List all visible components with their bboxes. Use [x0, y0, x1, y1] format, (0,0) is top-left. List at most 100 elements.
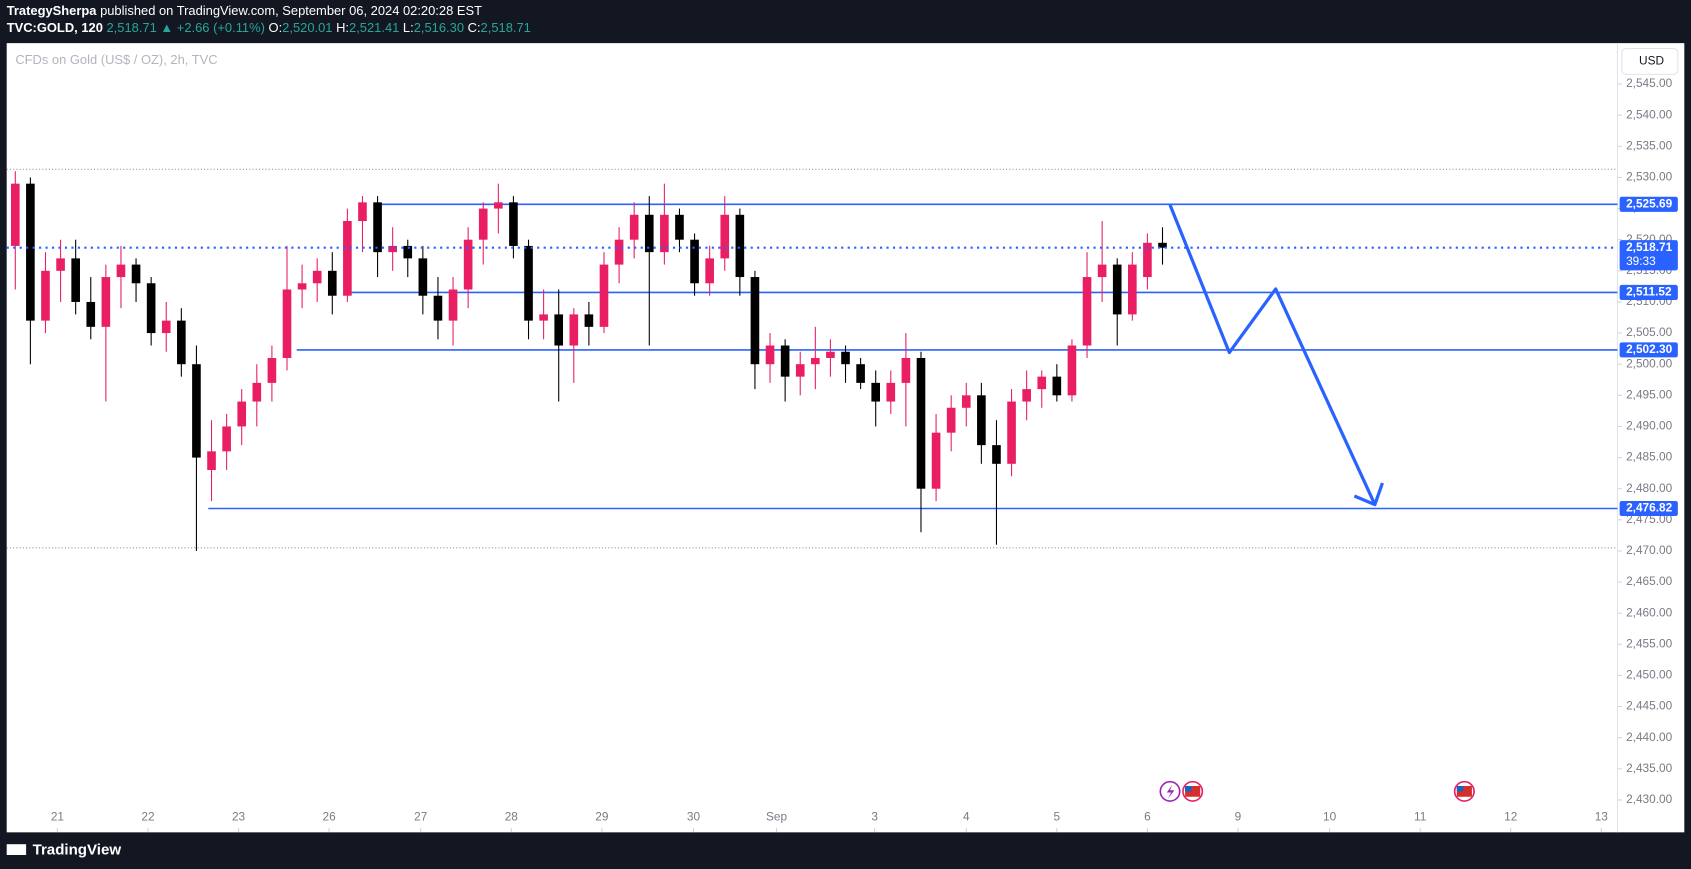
candle-body — [327, 270, 337, 296]
currency-button[interactable] — [1621, 47, 1679, 75]
candle-body — [282, 289, 292, 358]
y-tick-label: 2,435.00 — [1626, 761, 1673, 775]
symbol-line: TVC:GOLD, 120 2,518.71 ▲ +2.66 (+0.11%) … — [7, 21, 531, 36]
ohlc-value: 2,516.30 — [414, 21, 464, 36]
candle-body — [41, 270, 50, 321]
candle-body — [478, 208, 488, 240]
ohlc-value: 2,518.71 — [481, 21, 531, 36]
candle-body — [252, 382, 262, 402]
candle-body — [26, 183, 35, 321]
candle-body — [222, 426, 231, 452]
candle-body — [494, 202, 503, 209]
x-tick-label: 3 — [871, 809, 878, 823]
candle-body — [1158, 242, 1167, 248]
candle-body — [826, 351, 835, 358]
x-tick-label: 4 — [963, 809, 970, 823]
candle-body — [343, 221, 352, 296]
candle-body — [961, 395, 971, 408]
candle-body — [795, 364, 805, 377]
level-label: 2,502.30 — [1626, 342, 1673, 356]
candle-body — [1052, 376, 1062, 396]
current-price-label: 2,518.71 — [1626, 240, 1673, 254]
x-tick-label: 12 — [1504, 809, 1517, 823]
countdown: 39:33 — [1626, 254, 1656, 268]
candle-body — [116, 264, 126, 278]
candle-body — [509, 202, 518, 246]
change-arrow: ▲ — [160, 21, 173, 36]
candle-body — [539, 314, 548, 321]
x-tick-label: 30 — [687, 809, 701, 823]
brand-logo — [6, 844, 27, 855]
ohlc-value: 2,520.01 — [282, 21, 332, 36]
ohlc-value: 2,521.41 — [349, 21, 399, 36]
x-tick-label: 28 — [505, 809, 519, 823]
y-tick-label: 2,430.00 — [1626, 792, 1673, 806]
y-tick-label: 2,440.00 — [1626, 730, 1673, 744]
candle-body — [1112, 264, 1122, 315]
y-tick-label: 2,465.00 — [1626, 574, 1673, 588]
currency[interactable]: USD — [1639, 54, 1664, 68]
publish-line: TrategySherpa published on TradingView.c… — [7, 3, 482, 18]
projection-path — [1168, 204, 1377, 506]
last-price: 2,518.71 — [107, 21, 157, 36]
y-tick-label: 2,450.00 — [1626, 668, 1673, 682]
x-tick-label: 6 — [1144, 809, 1151, 823]
ohlc-label: O: — [269, 21, 283, 36]
x-tick-label: 27 — [414, 809, 427, 823]
candle-body — [750, 277, 760, 365]
plot: 2,545.002,540.002,535.002,530.002,525.00… — [6, 76, 1678, 833]
y-tick-label: 2,495.00 — [1626, 387, 1673, 401]
level-label-box — [1619, 196, 1678, 212]
candle-body — [1082, 277, 1092, 346]
level-label: 2,476.82 — [1626, 501, 1673, 515]
y-tick-label: 2,540.00 — [1626, 107, 1673, 121]
candle-body — [207, 451, 216, 471]
candle-body — [554, 314, 564, 346]
candle-body — [10, 183, 20, 246]
change: +2.66 (+0.11%) — [177, 21, 265, 36]
x-tick-label: 29 — [595, 809, 609, 823]
chart-title: CFDs on Gold (US$ / OZ), 2h, TVC — [15, 52, 217, 67]
candle-body — [358, 202, 367, 222]
candle-body — [101, 277, 111, 327]
y-tick-label: 2,470.00 — [1626, 543, 1673, 557]
x-tick-label: 10 — [1323, 809, 1337, 823]
candle-body — [237, 401, 247, 427]
candle-body — [644, 214, 654, 253]
candle-body — [1067, 345, 1077, 396]
y-tick-label: 2,485.00 — [1626, 450, 1673, 464]
lightning-icon — [1166, 784, 1175, 799]
candle-body — [584, 314, 594, 327]
y-tick-label: 2,490.00 — [1626, 419, 1673, 433]
candle-body — [192, 364, 201, 458]
level-label: 2,511.52 — [1626, 285, 1672, 299]
y-tick-label: 2,535.00 — [1626, 138, 1673, 152]
brand: TradingView — [33, 842, 122, 859]
candle-body — [992, 445, 1001, 464]
candle-body — [297, 283, 307, 290]
level-label: 2,525.69 — [1626, 196, 1673, 210]
y-tick-label: 2,445.00 — [1626, 699, 1673, 713]
candle-body — [312, 270, 322, 284]
candle-body — [433, 295, 443, 321]
candle-body — [56, 258, 65, 271]
candle-body — [614, 239, 624, 265]
y-tick-label: 2,455.00 — [1626, 636, 1673, 650]
flag-icon — [1185, 785, 1201, 797]
candle-body — [403, 245, 413, 259]
candle-body — [448, 289, 458, 321]
candle-body — [916, 357, 926, 489]
published: published on TradingView.com, September … — [100, 3, 482, 18]
x-tick-label: 22 — [141, 809, 154, 823]
candle-body — [629, 214, 639, 240]
y-tick-label: 2,505.00 — [1626, 325, 1673, 339]
candle-body — [946, 407, 956, 433]
candle-body — [901, 357, 911, 383]
projection-arrowhead — [1353, 482, 1384, 507]
y-tick-label: 2,545.00 — [1626, 76, 1673, 90]
level-label-box — [1619, 342, 1678, 358]
symbol: TVC:GOLD, 120 — [7, 21, 103, 36]
x-tick-label: 26 — [323, 809, 337, 823]
candle-body — [841, 351, 850, 365]
